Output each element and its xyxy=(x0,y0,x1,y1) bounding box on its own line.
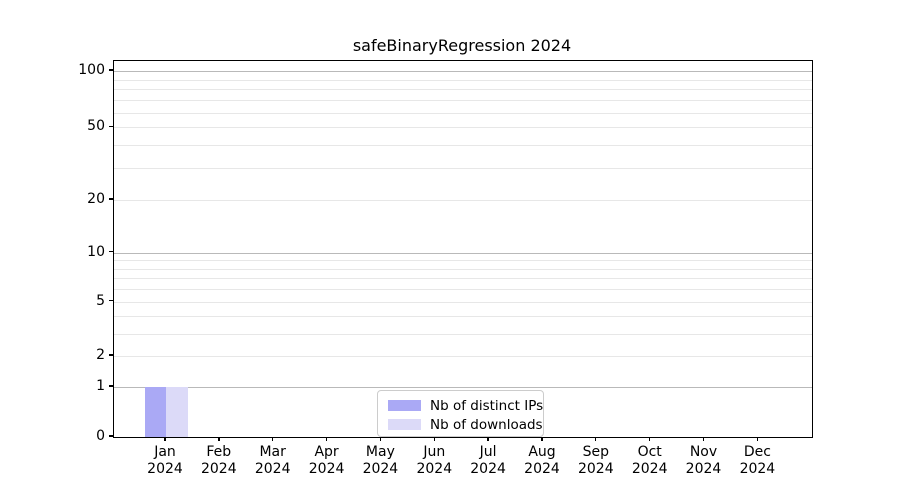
x-tick-year: 2024 xyxy=(416,461,453,477)
x-tick-month: Sep xyxy=(582,444,609,460)
x-tick-year: 2024 xyxy=(254,461,291,477)
x-tick-label: Sep 2024 xyxy=(564,444,628,478)
x-tick-month: Jul xyxy=(479,444,497,460)
y-tick-label: 100 xyxy=(78,62,105,78)
x-tick-label: Aug 2024 xyxy=(510,444,574,478)
x-tick-month: Dec xyxy=(743,444,771,460)
x-tick-month: Aug xyxy=(528,444,556,460)
x-tick-year: 2024 xyxy=(308,461,345,477)
x-tick-year: 2024 xyxy=(577,461,614,477)
x-tick-month: Nov xyxy=(689,444,718,460)
x-tick-mark xyxy=(649,437,651,441)
legend-label: Nb of downloads xyxy=(430,416,543,433)
x-tick-label: Oct 2024 xyxy=(618,444,682,478)
major-gridline xyxy=(114,356,812,358)
y-tick-label: 20 xyxy=(87,191,105,207)
y-tick-label: 1 xyxy=(96,378,105,394)
legend-label: Nb of distinct IPs xyxy=(430,397,544,414)
legend-swatch xyxy=(388,419,421,430)
x-tick-mark xyxy=(756,437,758,441)
x-tick-label: May 2024 xyxy=(348,444,412,478)
y-tick-mark xyxy=(109,385,113,387)
x-tick-year: 2024 xyxy=(685,461,722,477)
minor-gridline xyxy=(114,89,812,91)
x-tick-year: 2024 xyxy=(739,461,776,477)
x-tick-mark xyxy=(379,437,382,441)
x-tick-year: 2024 xyxy=(524,461,560,477)
minor-gridline xyxy=(114,79,812,81)
minor-gridline xyxy=(114,333,812,335)
x-tick-year: 2024 xyxy=(362,461,399,477)
major-gridline xyxy=(114,301,812,303)
x-tick-mark xyxy=(595,437,597,441)
x-tick-year: 2024 xyxy=(147,461,183,477)
x-tick-month: May xyxy=(365,444,395,460)
bar xyxy=(144,387,166,437)
y-tick-label: 0 xyxy=(96,428,105,444)
x-tick-mark xyxy=(325,437,328,441)
minor-gridline xyxy=(114,100,812,101)
major-gridline xyxy=(114,71,812,72)
y-tick-mark xyxy=(109,354,113,356)
legend-swatch xyxy=(388,400,421,411)
legend-entry: Nb of distinct IPs xyxy=(378,396,543,415)
x-tick-label: Dec 2024 xyxy=(725,444,789,478)
minor-gridline xyxy=(114,112,812,114)
y-tick-label: 2 xyxy=(96,347,105,364)
x-tick-mark xyxy=(541,437,543,441)
y-tick-mark xyxy=(109,198,113,200)
x-tick-month: Jun xyxy=(423,444,446,460)
plot-area xyxy=(113,60,813,438)
x-tick-mark xyxy=(164,437,166,441)
minor-gridline xyxy=(114,268,812,270)
y-tick-mark xyxy=(109,435,113,437)
x-tick-mark xyxy=(272,437,274,441)
y-tick-mark xyxy=(109,299,113,302)
minor-gridline xyxy=(114,316,812,317)
major-gridline xyxy=(114,252,812,254)
x-tick-label: Mar 2024 xyxy=(241,444,305,478)
x-tick-year: 2024 xyxy=(470,461,506,477)
x-tick-label: Jul 2024 xyxy=(456,444,520,478)
y-tick-mark xyxy=(109,69,113,71)
x-tick-label: Nov 2024 xyxy=(672,444,736,478)
major-gridline xyxy=(114,127,812,129)
minor-gridline xyxy=(114,289,812,291)
chart-title: safeBinaryRegression 2024 xyxy=(352,36,572,55)
x-tick-mark xyxy=(433,437,435,441)
x-tick-year: 2024 xyxy=(200,461,237,477)
y-tick-label: 5 xyxy=(96,292,105,309)
minor-gridline xyxy=(114,278,812,280)
x-tick-month: Apr xyxy=(314,444,339,460)
y-tick-mark xyxy=(109,251,113,253)
legend: Nb of distinct IPs Nb of downloads xyxy=(377,390,544,437)
x-tick-mark xyxy=(487,437,489,441)
y-tick-mark xyxy=(109,125,113,127)
bar xyxy=(166,387,188,437)
major-gridline xyxy=(114,387,812,388)
x-tick-month: Mar xyxy=(259,444,286,460)
x-tick-label: Apr 2024 xyxy=(295,444,359,478)
minor-gridline xyxy=(114,168,812,170)
minor-gridline xyxy=(114,260,812,262)
x-tick-label: Jan 2024 xyxy=(133,444,197,478)
y-tick-label: 10 xyxy=(87,243,105,260)
major-gridline xyxy=(114,200,812,201)
x-tick-month: Oct xyxy=(637,444,662,460)
x-tick-year: 2024 xyxy=(631,461,668,477)
x-tick-month: Feb xyxy=(206,444,232,460)
legend-entry: Nb of downloads xyxy=(378,415,543,434)
x-tick-mark xyxy=(218,437,220,441)
x-tick-month: Jan xyxy=(154,444,176,460)
x-tick-label: Jun 2024 xyxy=(402,444,466,478)
x-tick-mark xyxy=(702,437,705,441)
x-tick-label: Feb 2024 xyxy=(187,444,251,478)
y-tick-label: 50 xyxy=(87,118,105,135)
minor-gridline xyxy=(114,145,812,147)
